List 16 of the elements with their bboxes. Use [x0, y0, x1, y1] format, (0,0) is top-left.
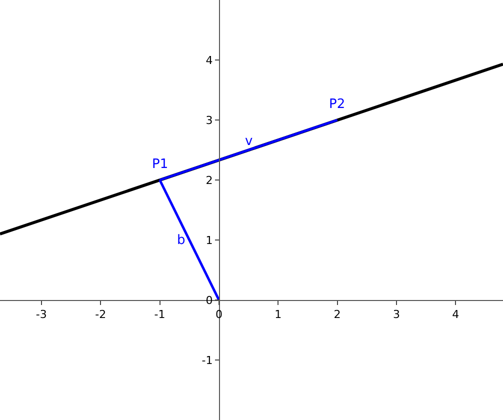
y-tick-label: 4 — [206, 54, 213, 67]
y-tick-label: -1 — [202, 354, 213, 367]
y-tick-label: 1 — [206, 234, 213, 247]
x-tick-label: 1 — [274, 308, 282, 322]
x-tick-label: -2 — [95, 308, 106, 322]
y-tick-label: 2 — [206, 174, 213, 187]
series-label: b — [177, 233, 186, 248]
x-tick-label: -3 — [36, 308, 47, 322]
annotation: P1 — [152, 157, 168, 172]
annotation: P2 — [329, 97, 346, 112]
x-tick-label: 3 — [392, 308, 400, 322]
series-label: v — [245, 134, 253, 149]
x-tick-label: 4 — [452, 308, 460, 322]
y-tick-label: 3 — [206, 114, 213, 127]
x-tick-label: -1 — [154, 308, 166, 322]
x-tick-label: 2 — [334, 308, 341, 322]
